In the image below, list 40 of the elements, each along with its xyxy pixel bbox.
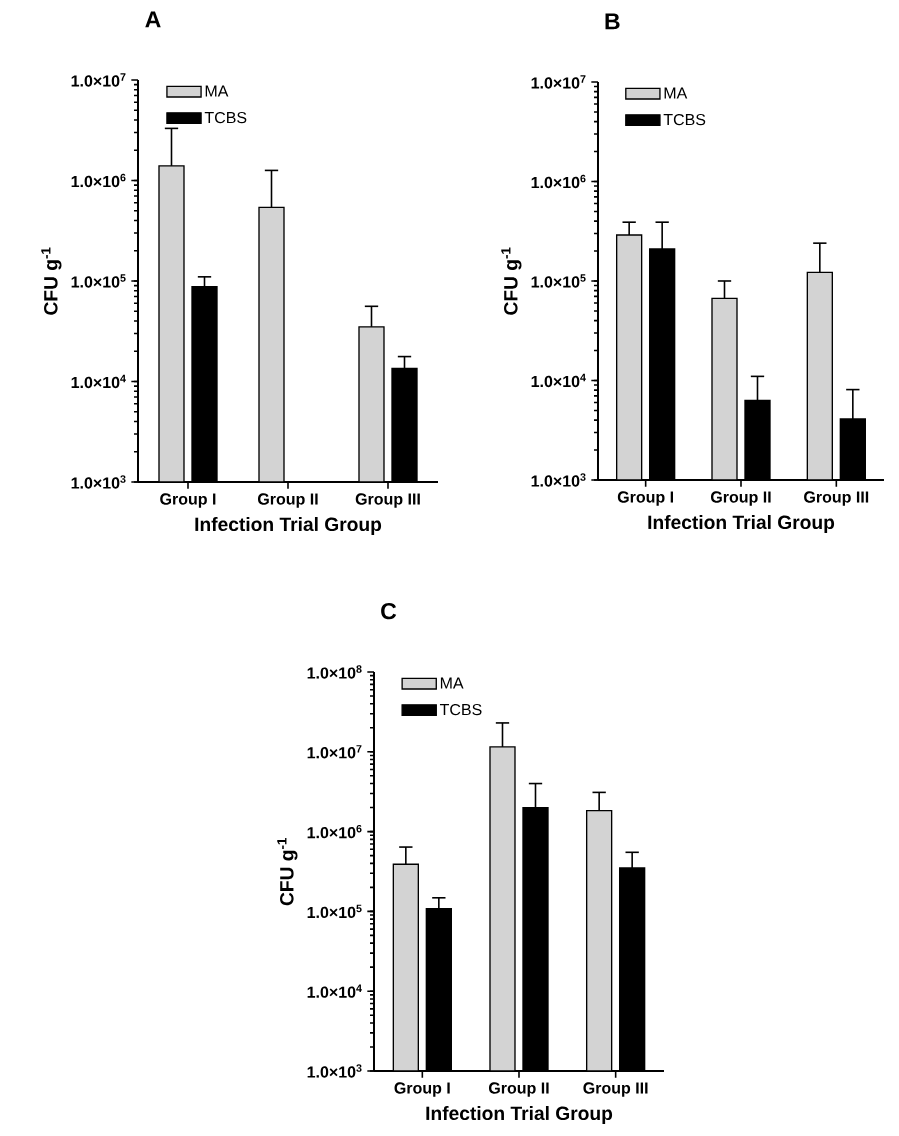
y-tick-label: 1.0×10$^{7}$ (71, 73, 126, 87)
legend-label: MA (440, 677, 464, 689)
y-axis-title: CFU g$^{-1}$ (41, 247, 62, 315)
x-axis-title: Infection Trial Group (195, 517, 382, 535)
y-tick-label: 1.0×10$^{8}$ (307, 665, 362, 679)
chart-title: B (605, 13, 620, 30)
y-tick-label: 1.0×10$^{4}$ (531, 373, 586, 388)
x-tick-label: Group II (488, 1082, 549, 1097)
y-tick-label: 1.0×10$^{5}$ (531, 274, 586, 288)
y-tick-label: 1.0×10$^{6}$ (71, 173, 126, 188)
x-tick-label: Group III (583, 1082, 648, 1097)
legend-label: TCBS (204, 111, 247, 124)
legend-label: TCBS (663, 113, 706, 126)
y-tick-label: 1.0×10$^{3}$ (531, 473, 586, 487)
y-tick-label: 1.0×10$^{6}$ (531, 174, 586, 189)
legend-label: MA (664, 87, 688, 99)
y-tick-label: 1.0×10$^{5}$ (307, 904, 362, 919)
legend-label: TCBS (439, 703, 482, 716)
x-axis-title: Infection Trial Group (426, 1106, 613, 1124)
x-tick-label: Group II (257, 493, 318, 508)
y-axis-title: CFU g$^{-1}$ (277, 838, 298, 906)
y-tick-label: 1.0×10$^{7}$ (531, 75, 586, 89)
x-tick-label: Group I (617, 491, 674, 506)
x-tick-label: Group III (804, 491, 869, 506)
y-tick-label: 1.0×10$^{4}$ (71, 374, 126, 389)
chart-title: C (381, 602, 397, 620)
y-tick-label: 1.0×10$^{3}$ (71, 475, 126, 489)
legend-label: MA (205, 85, 229, 97)
y-tick-label: 1.0×10$^{5}$ (71, 274, 126, 288)
y-tick-label: 1.0×10$^{6}$ (307, 824, 362, 839)
x-axis-title: Infection Trial Group (648, 515, 835, 533)
y-tick-label: 1.0×10$^{7}$ (307, 745, 362, 759)
chart-title: A (145, 11, 161, 28)
y-axis-title: CFU g$^{-1}$ (501, 247, 522, 315)
y-tick-label: 1.0×10$^{3}$ (307, 1064, 362, 1078)
x-tick-label: Group III (355, 493, 420, 508)
x-tick-label: Group I (160, 493, 216, 508)
x-tick-label: Group II (710, 491, 771, 506)
y-tick-label: 1.0×10$^{4}$ (307, 984, 362, 998)
x-tick-label: Group I (394, 1082, 450, 1097)
